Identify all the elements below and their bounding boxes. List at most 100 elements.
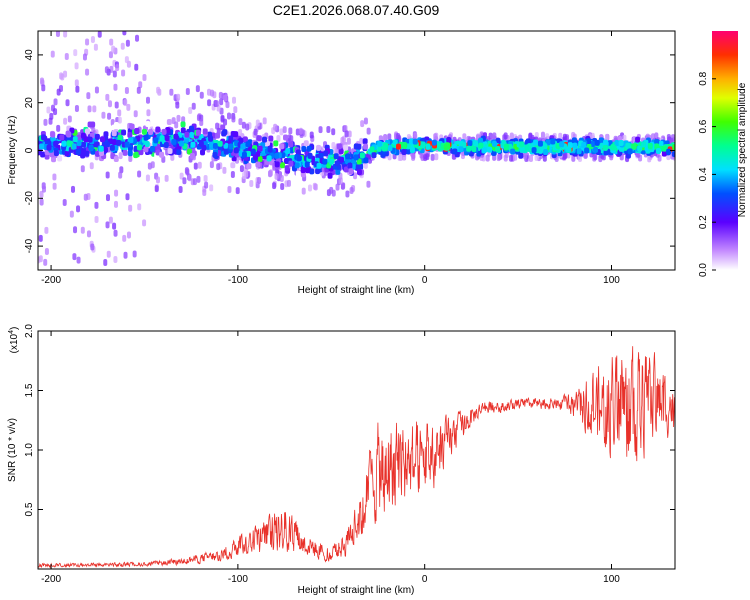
- spectrogram-speck: [227, 185, 232, 193]
- spectrogram-speck: [134, 63, 139, 71]
- spectrogram-cell: [53, 150, 59, 157]
- spectrogram-cell: [279, 143, 285, 150]
- spectrogram-cell: [336, 143, 342, 150]
- spectrogram-cell: [280, 162, 286, 169]
- x-tick-label: 100: [603, 574, 620, 585]
- spectrogram-cell: [363, 157, 369, 164]
- spectrogram-cell: [387, 144, 393, 151]
- spectrogram-speck: [343, 124, 348, 132]
- spectrogram-cell: [614, 140, 620, 147]
- spectrogram-cell: [136, 144, 142, 151]
- spectrogram-cell: [242, 136, 248, 143]
- spectrogram-speck: [150, 161, 155, 169]
- spectrogram-cell: [603, 139, 609, 146]
- spectrogram-cell: [301, 146, 307, 153]
- spectrogram-cell: [491, 140, 497, 147]
- spectrogram-cell: [363, 143, 369, 150]
- spectrogram-speck: [282, 126, 287, 134]
- spectrogram-cell: [84, 128, 90, 135]
- spectrogram-cell: [223, 148, 229, 155]
- spectrogram-cell: [66, 140, 72, 147]
- spectrogram-speck: [44, 226, 49, 234]
- spectrogram-cell: [143, 146, 149, 153]
- spectrogram-speck: [279, 128, 284, 136]
- spectrogram-cell: [127, 150, 133, 157]
- spectrogram-cell: [267, 146, 273, 153]
- spectrogram-speck: [192, 178, 197, 186]
- spectrogram-cell: [223, 142, 229, 149]
- spectrogram-cell: [339, 156, 345, 163]
- colorbar-tick-label: 0.6: [698, 119, 709, 133]
- spectrogram-cell: [159, 135, 165, 142]
- spectrogram-speck: [622, 134, 627, 142]
- spectrogram-speck: [496, 154, 501, 162]
- spectrogram-speck: [199, 118, 204, 126]
- spectrogram-cell: [134, 127, 140, 134]
- spectrogram-cell: [625, 142, 631, 149]
- spectrogram-cell: [641, 141, 647, 148]
- spectrogram-speck: [113, 200, 118, 208]
- spectrogram-speck: [566, 151, 571, 159]
- spectrogram-cell: [109, 144, 115, 151]
- spectrogram-cell: [233, 147, 239, 154]
- x-tick-label: -100: [228, 275, 248, 286]
- spectrogram-cell: [571, 137, 577, 144]
- spectrogram-cell: [618, 140, 624, 147]
- spectrogram-cell: [533, 139, 539, 146]
- spectrogram-cell: [661, 145, 667, 152]
- spectrogram-speck: [216, 163, 221, 171]
- spectrogram-speck: [73, 49, 78, 57]
- spectrogram-speck: [503, 132, 508, 140]
- spectrogram-cell: [209, 141, 215, 148]
- spectrogram-cell: [392, 139, 398, 146]
- spectrogram-speck: [298, 127, 303, 135]
- snr-scale-label: (x104): [8, 327, 20, 354]
- spectrogram-speck: [286, 179, 291, 187]
- spectrogram-speck: [87, 105, 92, 113]
- spectrogram-cell: [452, 148, 458, 155]
- spectrogram-y-label: Frequency (Hz): [7, 116, 18, 185]
- spectrogram-cell: [90, 121, 96, 128]
- spectrogram-speck: [335, 183, 340, 191]
- spectrogram-speck: [44, 247, 49, 255]
- spectrogram-cell: [559, 141, 565, 148]
- spectrogram-cell: [202, 128, 208, 135]
- spectrogram-speck: [583, 151, 588, 159]
- spectrogram-cell: [212, 143, 218, 150]
- spectrogram-speck: [430, 153, 435, 161]
- spectrogram-cell: [200, 149, 206, 156]
- spectrogram-cell: [396, 143, 402, 150]
- spectrogram-speck: [485, 154, 490, 162]
- chart-title: C2E1.2026.068.07.40.G09: [273, 2, 440, 18]
- spectrogram-speck: [76, 205, 81, 213]
- spectrogram-speck: [257, 177, 262, 185]
- spectrogram-cell: [256, 135, 262, 142]
- spectrogram-speck: [353, 172, 358, 180]
- spectrogram-speck: [360, 120, 365, 128]
- spectrogram-cell: [443, 143, 449, 150]
- spectrogram-speck: [178, 185, 183, 193]
- spectrogram-cell: [76, 140, 82, 147]
- spectrogram-speck: [105, 171, 110, 179]
- spectrogram-speck: [122, 31, 127, 36]
- spectrogram-speck: [202, 188, 207, 196]
- spectrogram-speck: [366, 180, 371, 188]
- spectrogram-speck: [209, 184, 214, 192]
- spectrogram-cell: [98, 145, 104, 152]
- spectrogram-speck: [268, 169, 273, 177]
- x-tick-label: -200: [41, 574, 61, 585]
- spectrogram-speck: [366, 127, 371, 135]
- spectrogram-cell: [268, 135, 274, 142]
- spectrogram-cell: [362, 138, 368, 145]
- spectrogram-cell: [661, 150, 667, 157]
- snr-y-label: SNR (10 * v/v): [7, 418, 18, 482]
- spectrogram-cell: [145, 120, 151, 127]
- x-tick-label: 0: [422, 275, 428, 286]
- spectrogram-speck: [118, 171, 123, 179]
- spectrogram-speck: [503, 154, 508, 162]
- spectrogram-speck: [90, 36, 95, 44]
- spectrogram-cell: [155, 126, 161, 133]
- spectrogram-speck: [112, 70, 117, 78]
- spectrogram-speck: [214, 100, 219, 108]
- spectrogram-speck: [223, 94, 228, 102]
